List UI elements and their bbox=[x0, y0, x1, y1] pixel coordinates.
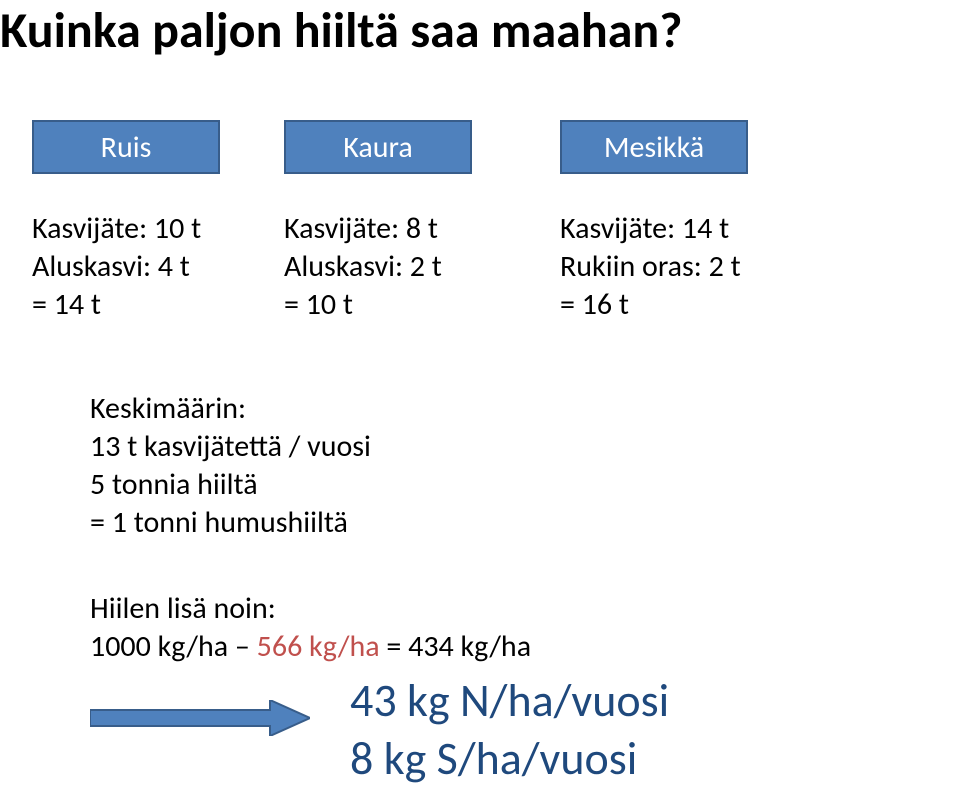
summary-l2: 13 t kasvijätettä / vuosi bbox=[90, 428, 371, 466]
addition-red: 566 kg/ha bbox=[257, 628, 380, 665]
ruis-l2: Aluskasvi: 4 t bbox=[32, 248, 201, 286]
addition-block: Hiilen lisä noin: 1000 kg/ha – 566 kg/ha… bbox=[90, 590, 531, 666]
page-title: Kuinka paljon hiiltä saa maahan? bbox=[0, 0, 682, 61]
ruis-l3: = 14 t bbox=[32, 286, 201, 324]
block-kaura: Kasvijäte: 8 t Aluskasvi: 2 t = 10 t bbox=[284, 210, 442, 324]
result-l1: 43 kg N/ha/vuosi bbox=[350, 672, 669, 730]
summary-l4: = 1 tonni humushiiltä bbox=[90, 504, 371, 542]
ruis-l1: Kasvijäte: 10 t bbox=[32, 210, 201, 248]
slide: Kuinka paljon hiiltä saa maahan? Ruis Ka… bbox=[0, 0, 960, 811]
arrow-icon bbox=[90, 700, 310, 736]
block-mesikka: Kasvijäte: 14 t Rukiin oras: 2 t = 16 t bbox=[560, 210, 741, 324]
result-block: 43 kg N/ha/vuosi 8 kg S/ha/vuosi bbox=[350, 672, 669, 788]
kaura-l2: Aluskasvi: 2 t bbox=[284, 248, 442, 286]
result-l2: 8 kg S/ha/vuosi bbox=[350, 730, 669, 788]
chip-ruis: Ruis bbox=[32, 120, 220, 174]
mesikka-l1: Kasvijäte: 14 t bbox=[560, 210, 741, 248]
addition-part2: = 434 kg/ha bbox=[380, 628, 531, 665]
summary-block: Keskimäärin: 13 t kasvijätettä / vuosi 5… bbox=[90, 390, 371, 542]
kaura-l3: = 10 t bbox=[284, 286, 442, 324]
chip-kaura: Kaura bbox=[284, 120, 472, 174]
block-ruis: Kasvijäte: 10 t Aluskasvi: 4 t = 14 t bbox=[32, 210, 201, 324]
addition-heading: Hiilen lisä noin: bbox=[90, 590, 531, 628]
mesikka-l2: Rukiin oras: 2 t bbox=[560, 248, 741, 286]
summary-l3: 5 tonnia hiiltä bbox=[90, 466, 371, 504]
mesikka-l3: = 16 t bbox=[560, 286, 741, 324]
chip-mesikka: Mesikkä bbox=[560, 120, 748, 174]
summary-l1: Keskimäärin: bbox=[90, 390, 371, 428]
kaura-l1: Kasvijäte: 8 t bbox=[284, 210, 442, 248]
addition-line: 1000 kg/ha – 566 kg/ha = 434 kg/ha bbox=[90, 628, 531, 666]
addition-part1: 1000 kg/ha – bbox=[90, 628, 257, 665]
